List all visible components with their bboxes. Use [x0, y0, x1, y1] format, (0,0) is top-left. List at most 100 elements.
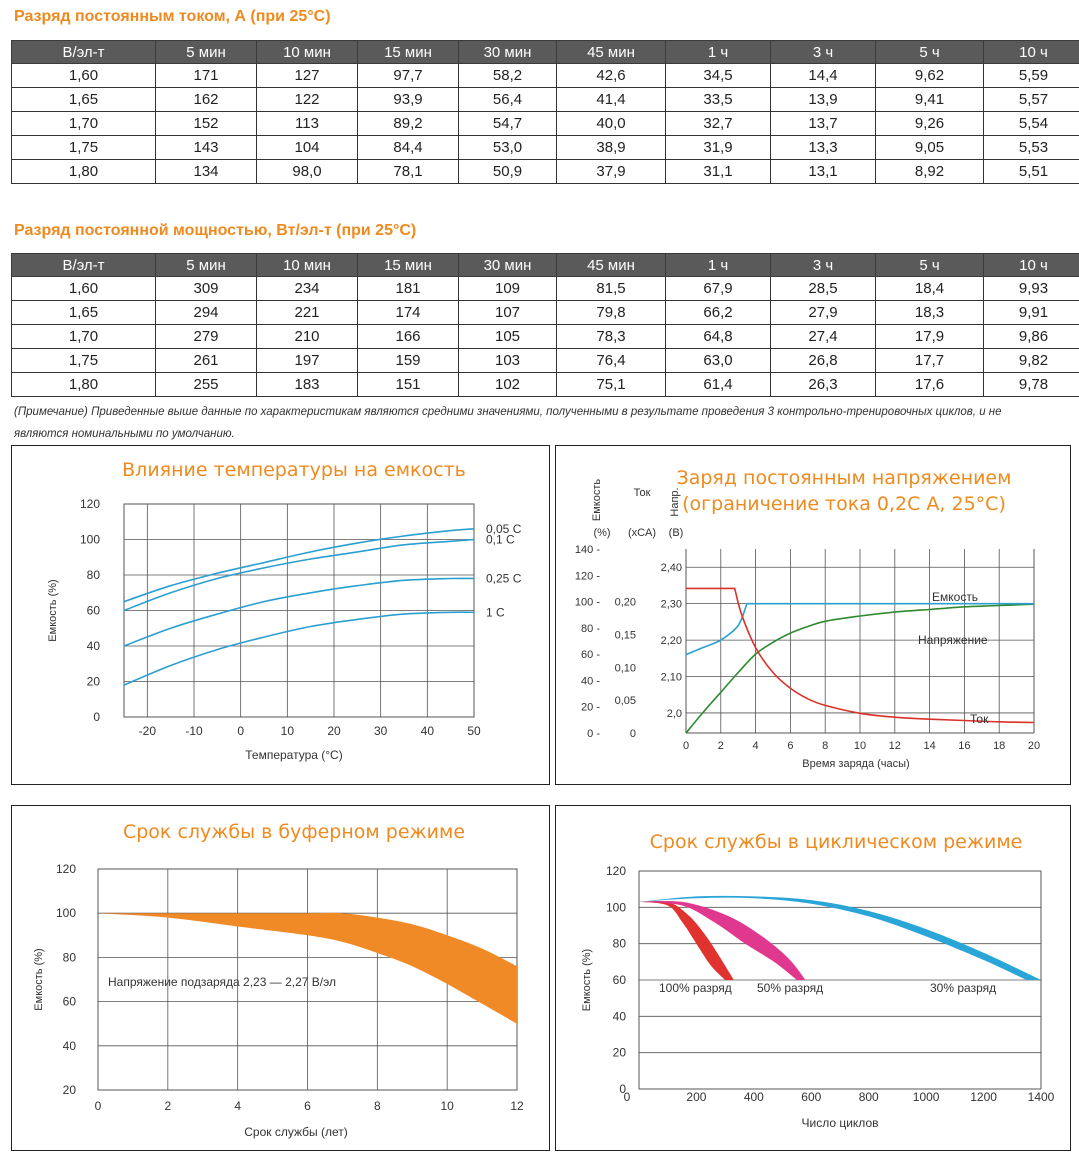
axis-header-current: Ток — [634, 487, 651, 499]
table-row: 1,75 143 104 84,4 53,0 38,9 31,9 13,3 9,05 5,53 — [11, 135, 1079, 160]
x-axis-label: Число циклов — [802, 1116, 879, 1130]
series-line — [123, 577, 475, 647]
x-tick-label: 4 — [753, 740, 759, 752]
x-tick-label: 20 — [1028, 740, 1040, 752]
table-cell: 27,9 — [770, 300, 876, 325]
y-tick-label: 80 — [613, 937, 627, 951]
y-tick-label: 40 — [613, 1009, 627, 1023]
table-cell: 221 — [256, 300, 358, 325]
table-cell: 26,8 — [770, 348, 876, 373]
y-tick-label: 40 — [63, 1039, 77, 1053]
table-cell: 13,3 — [770, 135, 876, 160]
x-tick-label: 10 — [281, 724, 295, 738]
x-tick-label: 0 — [624, 1090, 631, 1104]
table-cell: 40,0 — [556, 111, 666, 136]
column-header: 1 ч — [665, 40, 771, 64]
x-tick-label: 2 — [164, 1099, 171, 1113]
table-cell: 42,6 — [556, 63, 666, 88]
y-tick-label: 60 — [63, 995, 77, 1009]
series-label-50: 50% разряд — [757, 981, 823, 995]
x-tick-label: 6 — [304, 1099, 311, 1113]
column-header: 1 ч — [665, 253, 771, 277]
cycle-band — [639, 900, 806, 980]
table-cell: 210 — [256, 324, 358, 349]
table-cell: 9,41 — [875, 87, 984, 112]
table-cell: 9,93 — [983, 276, 1079, 301]
table-cell: 279 — [155, 324, 257, 349]
table-cell: 1,65 — [11, 87, 156, 112]
table-cell: 61,4 — [665, 372, 771, 397]
series-line — [123, 611, 475, 686]
table-cell: 76,4 — [556, 348, 666, 373]
current-line — [686, 587, 1035, 724]
table-cell: 34,5 — [665, 63, 771, 88]
table-cell: 31,9 — [665, 135, 771, 160]
table-cell: 5,53 — [983, 135, 1079, 160]
x-tick-label: 50 — [467, 724, 481, 738]
table-row: 1,75 261 197 159 103 76,4 63,0 26,8 17,7 9,82 — [11, 348, 1079, 373]
table-cell: 93,9 — [357, 87, 459, 112]
chart-cycle-life-panel: Срок службы в циклическом режиме 100% раз… — [555, 805, 1071, 1151]
table-cell: 1,70 — [11, 111, 156, 136]
voltage-tick-label: 2,0 — [667, 708, 682, 720]
table-cell: 1,65 — [11, 300, 156, 325]
float-service-life-chart: Срок службы в буферном режиме Напряжение … — [33, 821, 524, 1139]
column-header: 45 мин — [556, 40, 666, 64]
x-tick-label: 8 — [822, 740, 828, 752]
table-row: 1,60 309 234 181 109 81,5 67,9 28,5 18,4 9,93 — [11, 276, 1079, 301]
column-header: 45 мин — [556, 253, 666, 277]
x-tick-label: 40 — [421, 724, 435, 738]
capacity-tick-label: 100 - — [575, 597, 600, 609]
table-row: 1,65 294 221 174 107 79,8 66,2 27,9 18,3 9,91 — [11, 300, 1079, 325]
table-cell: 78,1 — [357, 159, 459, 184]
table-cell: 5,51 — [983, 159, 1079, 184]
table-cell: 9,91 — [983, 300, 1079, 325]
x-tick-label: 14 — [923, 740, 935, 752]
voltage-tick-label: 2,20 — [661, 635, 682, 647]
column-header: 10 мин — [256, 40, 358, 64]
y-tick-label: 80 — [63, 950, 77, 964]
table-cell: 27,4 — [770, 324, 876, 349]
footnote: (Примечание) Приведенные выше данные по … — [14, 406, 1002, 440]
table-cell: 9,26 — [875, 111, 984, 136]
x-tick-label: 12 — [510, 1099, 524, 1113]
x-tick-label: 200 — [686, 1090, 706, 1104]
table-cell: 54,7 — [458, 111, 557, 136]
series-label-current: Ток — [970, 712, 989, 726]
table-cell: 105 — [458, 324, 557, 349]
x-tick-label: 400 — [744, 1090, 764, 1104]
y-tick-label: 100 — [56, 906, 76, 920]
x-tick-label: 0 — [683, 740, 689, 752]
axis-header-capacity: Емкость — [591, 479, 603, 521]
capacity-tick-label: 60 - — [581, 649, 600, 661]
table-cell: 14,4 — [770, 63, 876, 88]
y-tick-label: 0 — [619, 1082, 626, 1096]
float-voltage-annotation: Напряжение подзаряда 2,23 — 2,27 В/эл — [108, 975, 336, 989]
table-cell: 56,4 — [458, 87, 557, 112]
y-tick-label: 20 — [63, 1083, 77, 1097]
table-cell: 8,92 — [875, 159, 984, 184]
table-cell: 67,9 — [665, 276, 771, 301]
series-label: 1 C — [486, 605, 505, 619]
table-cell: 41,4 — [556, 87, 666, 112]
table-row: 1,80 134 98,0 78,1 50,9 37,9 31,1 13,1 8,92 5,51 — [11, 159, 1079, 184]
table-cell: 31,1 — [665, 159, 771, 184]
x-tick-label: 8 — [374, 1099, 381, 1113]
capacity-line — [685, 603, 1035, 734]
x-tick-label: 16 — [958, 740, 970, 752]
table-cell: 58,2 — [458, 63, 557, 88]
axis-unit-current: (xCA) — [628, 527, 656, 539]
x-tick-label: 10 — [854, 740, 866, 752]
x-tick-label: 20 — [327, 724, 341, 738]
capacity-tick-label: 20 - — [581, 702, 600, 714]
x-tick-label: 0 — [95, 1099, 102, 1113]
y-tick-label: 120 — [56, 862, 76, 876]
x-tick-label: 2 — [718, 740, 724, 752]
x-axis-label: Время заряда (часы) — [802, 758, 909, 770]
axis-unit-voltage: (В) — [669, 527, 684, 539]
table-cell: 5,59 — [983, 63, 1079, 88]
table-cell: 171 — [155, 63, 257, 88]
table-cell: 1,75 — [11, 348, 156, 373]
